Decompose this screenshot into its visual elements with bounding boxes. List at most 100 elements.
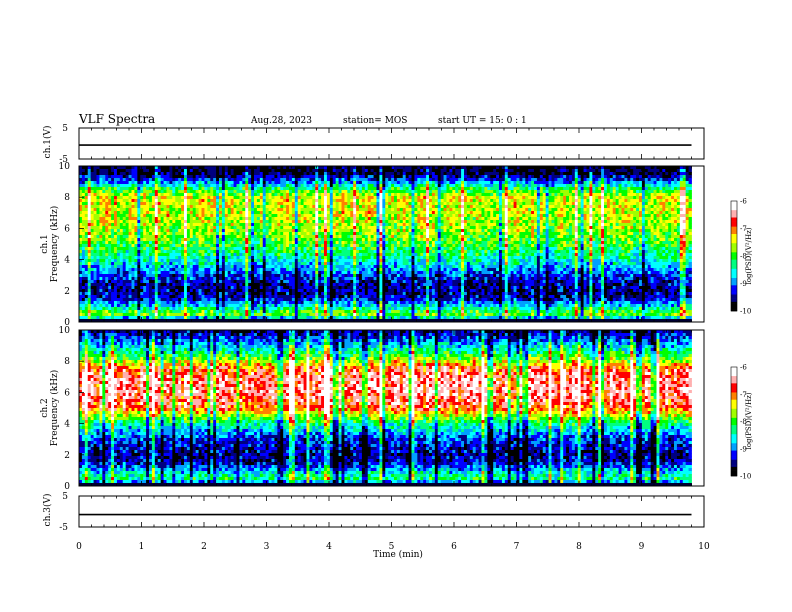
spectrogram-cell — [449, 202, 452, 205]
spectrogram-cell — [333, 214, 336, 217]
spectrogram-cell — [161, 223, 164, 226]
spectrogram-cell — [350, 181, 353, 184]
spectrogram-cell — [589, 217, 592, 220]
spectrogram-cell — [452, 217, 455, 220]
spectrogram-cell — [689, 181, 692, 184]
spectrogram-cell — [487, 190, 490, 193]
spectrogram-cell — [549, 205, 552, 208]
spectrogram-cell — [85, 211, 88, 214]
spectrogram-cell — [473, 175, 476, 178]
spectrogram-cell — [514, 184, 517, 187]
spectrogram-cell — [563, 205, 566, 208]
spectrogram-cell — [432, 235, 435, 238]
spectrogram-cell — [610, 211, 613, 214]
spectrogram-cell — [630, 202, 633, 205]
spectrogram-cell — [511, 208, 514, 211]
spectrogram-cell — [400, 199, 403, 202]
spectrogram-cell — [409, 226, 412, 229]
spectrogram-cell — [493, 187, 496, 190]
spectrogram-cell — [187, 196, 190, 199]
spectrogram-cell — [447, 199, 450, 202]
spectrogram-cell — [627, 190, 630, 193]
spectrogram-cell — [554, 190, 557, 193]
spectrogram-cell — [219, 205, 222, 208]
spectrogram-cell — [330, 208, 333, 211]
spectrogram-cell — [304, 202, 307, 205]
spectrogram-cell — [543, 193, 546, 196]
spectrogram-cell — [254, 232, 257, 235]
spectrogram-cell — [359, 175, 362, 178]
spectrogram-cell — [674, 199, 677, 202]
spectrogram-cell — [111, 214, 114, 217]
spectrogram-cell — [613, 205, 616, 208]
spectrogram-cell — [479, 232, 482, 235]
spectrogram-cell — [155, 202, 158, 205]
spectrogram-cell — [309, 187, 312, 190]
spectrogram-cell — [129, 202, 132, 205]
spectrogram-cell — [531, 214, 534, 217]
spectrogram-cell — [134, 214, 137, 217]
spectrogram-cell — [219, 226, 222, 229]
spectrogram-cell — [146, 181, 149, 184]
spectrogram-cell — [164, 214, 167, 217]
spectrogram-cell — [560, 169, 563, 172]
spectrogram-cell — [517, 217, 520, 220]
spectrogram-cell — [505, 169, 508, 172]
spectrogram-cell — [301, 196, 304, 199]
spectrogram-cell — [589, 202, 592, 205]
spectrogram-cell — [184, 169, 187, 172]
spectrogram-cell — [438, 211, 441, 214]
spectrogram-cell — [636, 187, 639, 190]
spectrogram-cell — [458, 181, 461, 184]
spectrogram-cell — [519, 178, 522, 181]
spectrogram-cell — [452, 199, 455, 202]
spectrogram-cell — [172, 220, 175, 223]
spectrogram-cell — [359, 187, 362, 190]
spectrogram-cell — [412, 208, 415, 211]
spectrogram-cell — [412, 205, 415, 208]
spectrogram-cell — [447, 211, 450, 214]
spectrogram-cell — [560, 175, 563, 178]
spectrogram-cell — [379, 196, 382, 199]
spectrogram-cell — [251, 220, 254, 223]
spectrogram-cell — [514, 229, 517, 232]
spectrogram-cell — [286, 181, 289, 184]
spectrogram-cell — [543, 199, 546, 202]
spectrogram-cell — [452, 214, 455, 217]
spectrogram-cell — [627, 223, 630, 226]
spectrogram-cell — [260, 223, 263, 226]
spectrogram-cell — [589, 205, 592, 208]
spectrogram-cell — [204, 193, 207, 196]
spectrogram-cell — [619, 175, 622, 178]
spectrogram-cell — [543, 175, 546, 178]
spectrogram-cell — [627, 175, 630, 178]
spectrogram-cell — [464, 229, 467, 232]
spectrogram-cell — [385, 223, 388, 226]
spectrogram-cell — [344, 223, 347, 226]
spectrogram-cell — [356, 202, 359, 205]
spectrogram-cell — [158, 208, 161, 211]
spectrogram-cell — [126, 208, 129, 211]
spectrogram-cell — [560, 214, 563, 217]
spectrogram-cell — [134, 190, 137, 193]
spectrogram-cell — [674, 172, 677, 175]
spectrogram-cell — [132, 196, 135, 199]
spectrogram-cell — [517, 223, 520, 226]
spectrogram-cell — [619, 196, 622, 199]
spectrogram-cell — [120, 205, 123, 208]
spectrogram-cell — [467, 214, 470, 217]
spectrogram-cell — [589, 175, 592, 178]
spectrogram-cell — [263, 217, 266, 220]
spectrogram-cell — [295, 202, 298, 205]
spectrogram-cell — [134, 232, 137, 235]
spectrogram-cell — [91, 229, 94, 232]
spectrogram-cell — [137, 169, 140, 172]
spectrogram-cell — [374, 205, 377, 208]
spectrogram-cell — [117, 214, 120, 217]
spectrogram-cell — [648, 232, 651, 235]
spectrogram-cell — [108, 169, 111, 172]
spectrogram-cell — [522, 172, 525, 175]
spectrogram-cell — [161, 229, 164, 232]
spectrogram-cell — [391, 229, 394, 232]
spectrogram-cell — [368, 178, 371, 181]
